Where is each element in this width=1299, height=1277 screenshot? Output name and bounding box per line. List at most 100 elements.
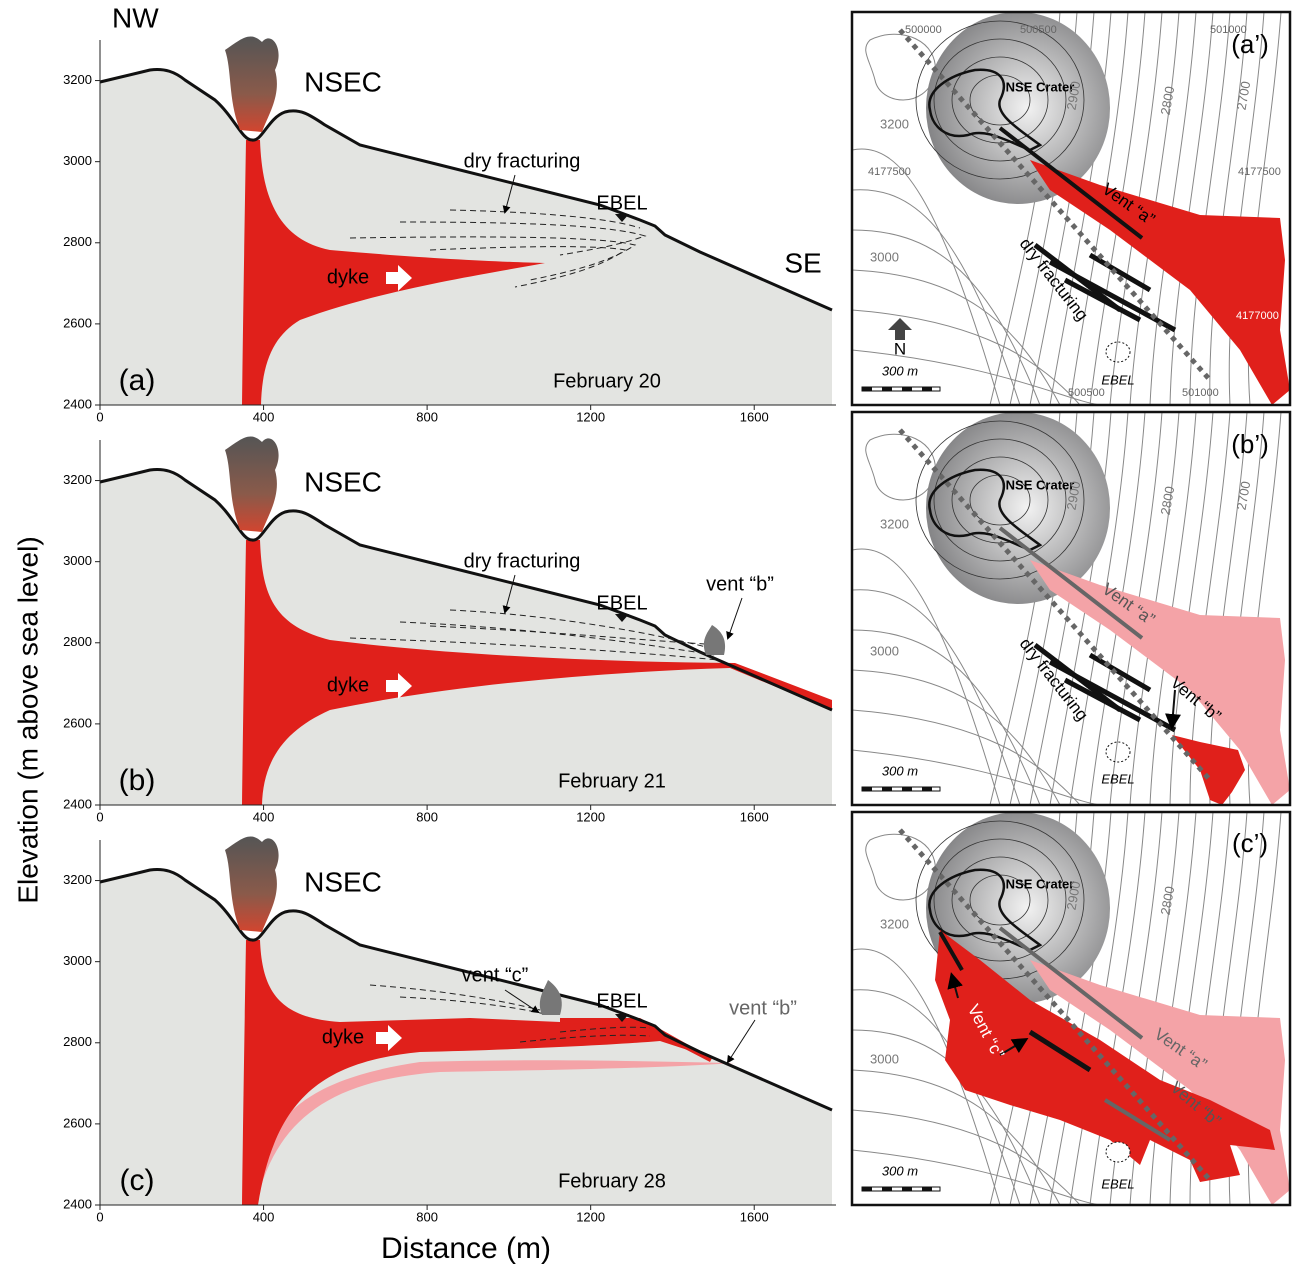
map-frame: [850, 410, 1292, 807]
contour: [1209, 12, 1248, 405]
dyke-label: dyke: [327, 266, 369, 288]
scale-label: 300 m: [882, 1163, 918, 1178]
crater-label: NSE Crater: [1006, 876, 1075, 891]
fissure-trace: [850, 10, 1292, 407]
scale-bar-segment: [882, 1187, 892, 1191]
contour: [865, 33, 936, 101]
contour-label: 2700: [1234, 480, 1254, 511]
fractures: [349, 609, 719, 661]
date: February 20: [553, 370, 661, 392]
panel-label: (b’): [1231, 429, 1269, 459]
contour-label: 3000: [870, 1051, 899, 1066]
section-c: NSEC vent “c” EBEL vent “b” dyke (c) Feb…: [63, 836, 836, 1224]
vent-b-label: vent “b”: [729, 997, 797, 1019]
north-label: N: [894, 339, 906, 358]
crater-rim: [928, 68, 1043, 152]
contour: [852, 989, 1021, 1205]
ebel-marker: [615, 214, 629, 222]
ebel-label: EBEL: [1101, 1176, 1134, 1191]
y-tick-label: 2600: [63, 315, 92, 330]
coordinate: 4177500: [868, 166, 911, 178]
vent-b-label: vent “b”: [706, 573, 774, 595]
contour: [852, 229, 1041, 405]
x-tick-label: 0: [96, 1209, 103, 1224]
contour: [1189, 12, 1231, 405]
y-axis-label: Elevation (m above sea level): [12, 536, 43, 903]
fissure-trace: [850, 410, 1292, 807]
fracturing-arrow: [502, 574, 516, 614]
dyke: [242, 940, 700, 1205]
x-tick-label: 800: [416, 409, 438, 424]
coordinate: 500500: [1020, 24, 1057, 36]
x-axis-label: Distance (m): [381, 1232, 551, 1265]
crater-cone: [926, 412, 1110, 604]
panel-label: (a): [119, 364, 156, 397]
scale-bar-segment: [862, 1187, 872, 1191]
contour: [852, 148, 1001, 405]
fractures: [349, 209, 647, 288]
x-tick-label: 800: [416, 1209, 438, 1224]
crater-rim: [928, 868, 1043, 952]
contour-label: 2800: [1158, 85, 1178, 116]
contour: [852, 709, 1081, 805]
scale-bar-segment: [902, 387, 912, 391]
scale-bar-segment: [862, 787, 872, 791]
map-frame: [850, 10, 1292, 407]
y-tick-label: 2600: [63, 715, 92, 730]
flows: [935, 926, 1290, 1205]
section-a: NSEC dry fracturing EBEL dyke SE (a) Feb…: [63, 36, 836, 424]
contour: [852, 349, 1101, 405]
dyke: [242, 540, 832, 805]
map-base: [852, 412, 1290, 805]
contour-label: 2900: [1064, 80, 1084, 111]
scale-bar-segment: [902, 787, 912, 791]
panel-label: (a’): [1231, 29, 1269, 59]
y-tick-label: 3000: [63, 953, 92, 968]
map-base: [852, 12, 1290, 405]
dyke-arrow: [386, 265, 412, 291]
panel-label: (b): [119, 764, 156, 797]
fissure-trace: [850, 810, 1292, 1207]
date: February 21: [558, 770, 666, 792]
y-tick-label: 2800: [63, 1034, 92, 1049]
x-tick-label: 0: [96, 409, 103, 424]
y-tick-label: 2800: [63, 234, 92, 249]
dyke-label: dyke: [322, 1026, 364, 1048]
scale-bar-segment: [922, 387, 932, 391]
ebel-label: EBEL: [596, 990, 647, 1012]
y-tick-label: 3000: [63, 553, 92, 568]
contour: [852, 948, 1001, 1205]
x-tick-label: 1200: [576, 409, 605, 424]
panel-label: (c): [120, 1164, 155, 1197]
crater-contour: [933, 38, 1067, 162]
ebel-label: EBEL: [596, 192, 647, 214]
contour: [1049, 412, 1112, 805]
x-tick-label: 1600: [740, 1209, 769, 1224]
y-tick-label: 2800: [63, 634, 92, 649]
scale-bar-segment: [922, 787, 932, 791]
plume: [225, 436, 726, 655]
contour: [852, 309, 1081, 405]
lava: [560, 1018, 712, 1062]
map-b: (b’) NSE Crater 3200 3000 2900 2800 2700…: [850, 410, 1292, 807]
surface: [99, 68, 833, 312]
ebel-marker: [615, 614, 629, 622]
contour: [852, 749, 1101, 805]
vent-b-arrow: [726, 1019, 756, 1064]
y-tick-label: 3200: [63, 872, 92, 887]
contour: [852, 548, 1001, 805]
plume: [225, 36, 279, 132]
ebel-label: EBEL: [1101, 372, 1134, 387]
crater-cone: [926, 12, 1110, 204]
coordinate: 4177000: [1236, 310, 1279, 322]
contour: [865, 433, 936, 501]
map-frame: [850, 810, 1292, 1207]
x-tick-label: 1600: [740, 809, 769, 824]
contour: [852, 1069, 1061, 1205]
date: February 28: [558, 1170, 666, 1192]
x-tick-label: 1200: [576, 809, 605, 824]
plume: [225, 836, 562, 1015]
y-tick-label: 2400: [63, 796, 92, 811]
surface: [99, 468, 833, 712]
